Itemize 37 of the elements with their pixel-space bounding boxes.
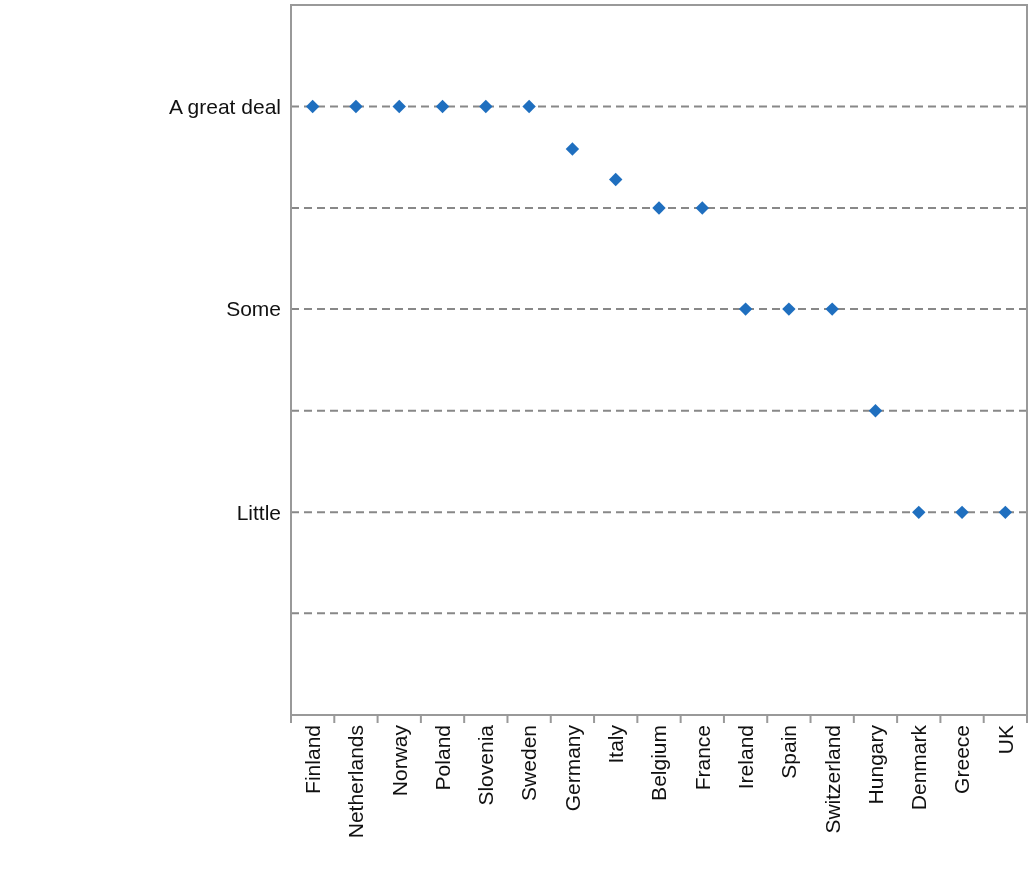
x-tick-label: Italy <box>604 724 628 764</box>
point <box>349 99 363 114</box>
x-tick-label: France <box>690 725 714 791</box>
x-tick-label: Spain <box>777 725 801 779</box>
x-tick-label: Greece <box>950 725 974 794</box>
x-tick-label: Norway <box>387 724 411 797</box>
point <box>912 505 926 520</box>
ref-line-label: Some <box>226 297 281 321</box>
x-tick-label: Netherlands <box>344 725 368 839</box>
x-tick-label: Switzerland <box>820 725 844 834</box>
point <box>782 302 796 316</box>
point <box>522 99 536 114</box>
ref-line-label: Little <box>236 500 281 524</box>
x-tick-label: Hungary <box>863 724 887 805</box>
x-tick-label: Sweden <box>517 725 541 801</box>
point <box>305 99 320 114</box>
x-tick-label: Slovenia <box>474 724 498 806</box>
x-tick-label: Finland <box>301 725 324 794</box>
point <box>868 404 883 418</box>
x-tick-label: Belgium <box>647 725 671 801</box>
x-tick-label: Denmark <box>907 724 931 811</box>
point <box>825 302 839 316</box>
point <box>738 302 753 316</box>
point <box>609 172 623 187</box>
point <box>392 99 406 114</box>
point <box>998 505 1013 520</box>
point <box>955 505 969 520</box>
ref-line-label: A great deal <box>168 94 281 118</box>
point <box>435 99 450 114</box>
point <box>652 201 666 215</box>
point <box>479 99 493 114</box>
point <box>565 142 580 156</box>
x-tick-label: Ireland <box>733 725 757 790</box>
point <box>695 201 709 215</box>
x-tick-label: Germany <box>560 724 584 812</box>
x-tick-label: UK <box>993 725 1017 755</box>
x-tick-label: Poland <box>430 725 454 791</box>
